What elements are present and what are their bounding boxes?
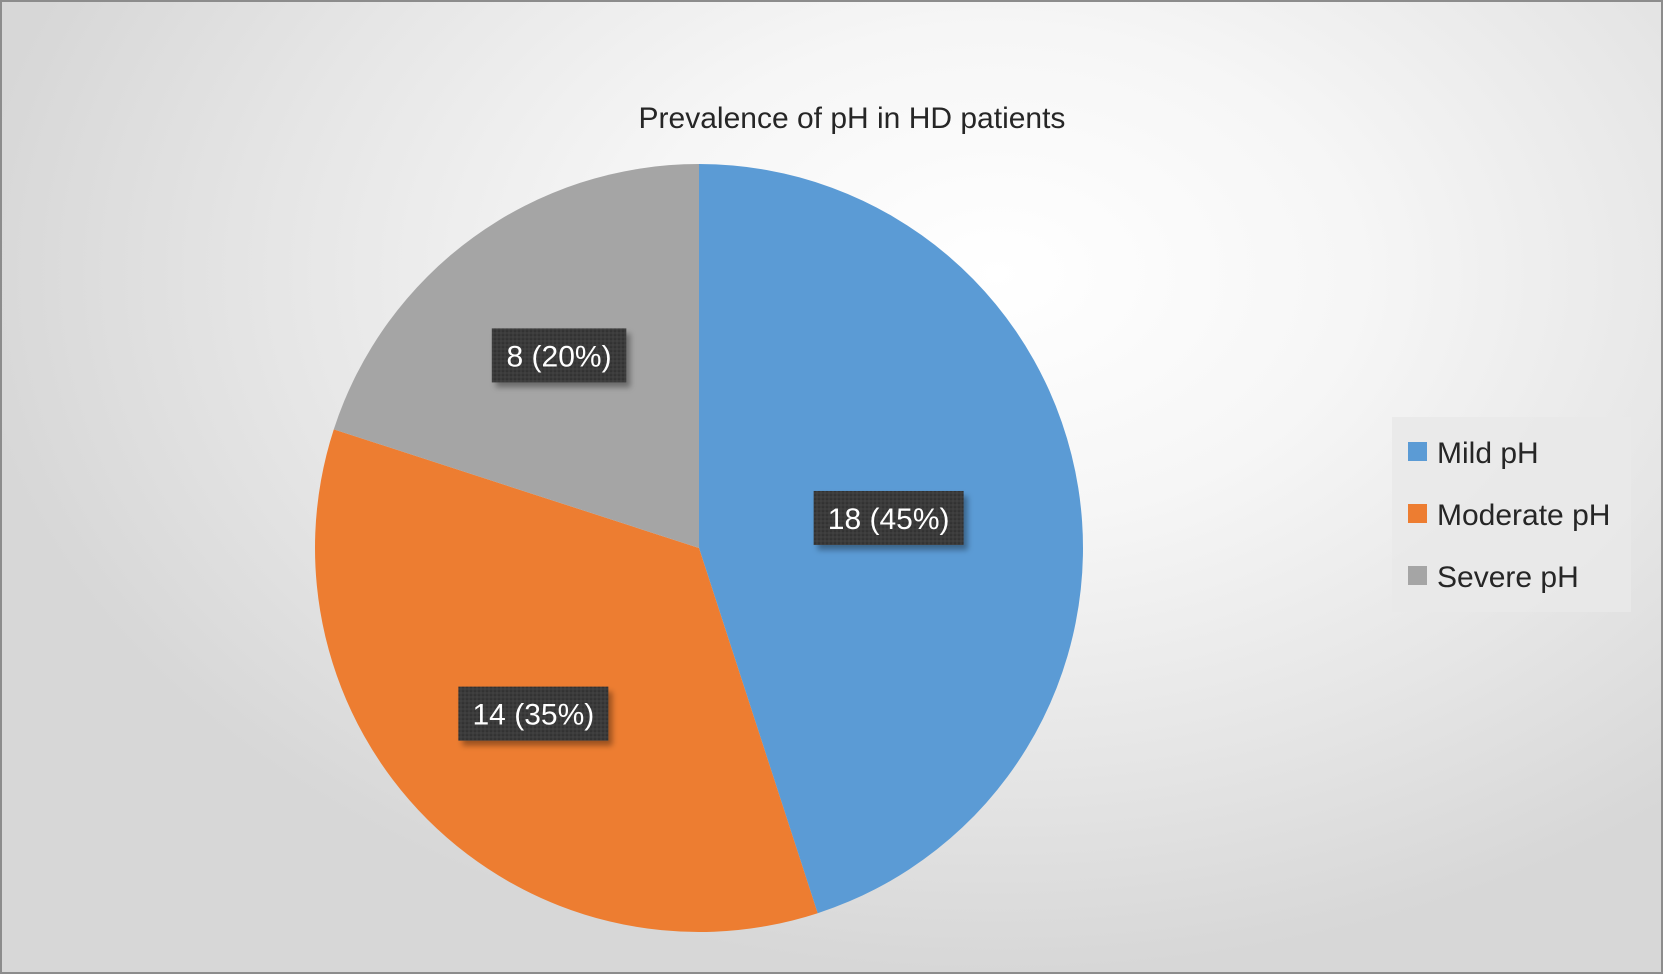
data-label-3: 8 (20%) — [491, 328, 627, 383]
data-label-box — [458, 686, 609, 741]
legend-label: Severe pH — [1437, 561, 1579, 594]
legend-label: Moderate pH — [1437, 499, 1610, 532]
data-label-text: 14 (35%) — [473, 699, 595, 732]
legend-item-mild-ph: Mild pH — [1408, 437, 1539, 470]
legend-box — [1392, 417, 1631, 612]
pie-slices — [315, 164, 1083, 932]
legend-item-moderate-ph: Moderate pH — [1408, 499, 1610, 532]
data-label-1: 18 (45%) — [813, 490, 964, 545]
legend-swatch — [1408, 566, 1427, 585]
data-label-text: 18 (45%) — [828, 503, 950, 536]
legend: Mild pH Moderate pH Severe pH — [1392, 417, 1631, 612]
legend-swatch — [1408, 442, 1427, 461]
data-label-text: 8 (20%) — [507, 340, 612, 373]
legend-swatch — [1408, 504, 1427, 523]
legend-label: Mild pH — [1437, 437, 1539, 470]
chart-title: Prevalence of pH in HD patients — [639, 102, 1066, 135]
data-label-box — [813, 490, 964, 545]
data-label-2: 14 (35%) — [458, 686, 609, 741]
pie-slice-moderate-ph — [315, 429, 818, 932]
data-label-box — [491, 328, 627, 383]
data-labels: 18 (45%) 14 (35%) 8 (20%) — [458, 328, 964, 741]
legend-item-severe-ph: Severe pH — [1408, 561, 1579, 594]
